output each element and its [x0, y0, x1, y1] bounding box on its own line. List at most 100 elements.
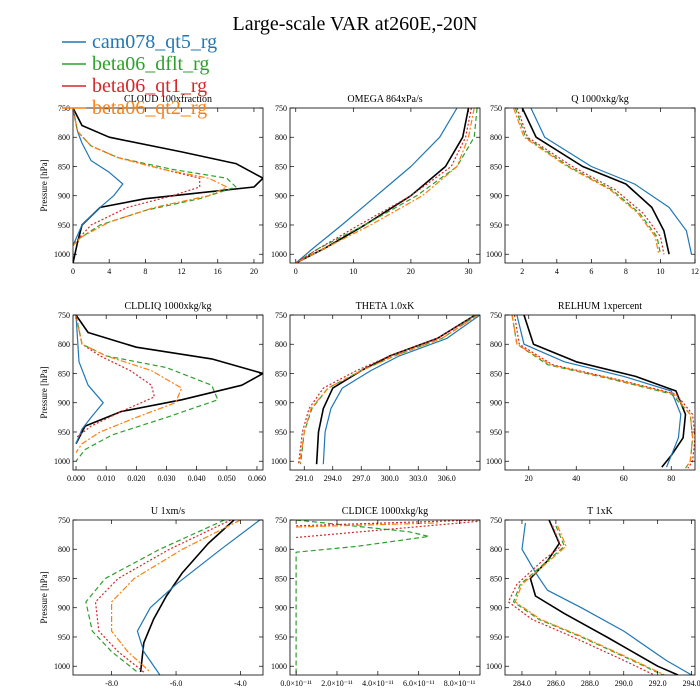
panel-1-ytick-label: 850 [275, 162, 287, 171]
panel-1-xtick-label: 20 [407, 267, 415, 276]
panel-2-title: Q 1000xkg/kg [571, 94, 629, 105]
panel-0-ytick-label: 800 [58, 133, 70, 142]
panel-8: 750 800 850 900 950 1000 284.0 286.0 288.0 290.0 2… [486, 506, 700, 688]
panel-2-xtick-label: 2 [520, 267, 524, 276]
panel-5-ytick-label: 750 [490, 311, 502, 320]
panel-1-series [295, 108, 478, 263]
panel-6-series-line-3 [94, 520, 232, 673]
panel-7: 750 800 850 900 950 1000 0.0×10⁻¹¹ 2.0×10⁻¹¹ 4.0… [271, 506, 481, 688]
panel-2-series-line-1 [530, 108, 693, 255]
panel-4-xtick-label: 294.0 [324, 474, 342, 483]
panel-8-series-line-3 [507, 525, 655, 675]
panel-1-series-line-3 [295, 108, 472, 263]
panel-0-series-line-4 [73, 108, 228, 246]
panel-2: 750 800 850 900 950 1000 2 4 6 8 10 12 Q 1000xkg/kg [486, 94, 699, 276]
panel-8-title: T 1xK [587, 506, 613, 517]
panel-4-series-line-1 [322, 315, 480, 465]
panel-4-xtick-label: 291.0 [295, 474, 313, 483]
panel-5-ytick-label: 950 [490, 428, 502, 437]
panel-0-frame [72, 107, 264, 264]
panel-3-xtick-label: 0.020 [127, 474, 145, 483]
panel-8-xtick-label: 290.0 [615, 679, 633, 688]
panel-0-xtick-label: 0 [71, 267, 75, 276]
panel-0-ytick-label: 850 [58, 162, 70, 171]
panel-2-ytick-label: 950 [490, 221, 502, 230]
panel-5-ytick-label: 850 [490, 369, 502, 378]
panel-6: 750 800 850 900 950 1000 -8.0 -6.0 -4.0 U 1xm/s Pr… [39, 506, 264, 688]
panel-4-xtick-label: 306.0 [438, 474, 456, 483]
panel-8-series-line-0 [529, 520, 679, 675]
panel-2-series-line-3 [516, 108, 665, 255]
panel-0-ytick-label: 950 [58, 221, 70, 230]
legend-entry-1: beta06_dflt_rg [92, 53, 209, 75]
panel-7-ytick-label: 950 [275, 633, 287, 642]
panel-1-xtick-label: 10 [349, 267, 357, 276]
panel-8-series-line-1 [521, 522, 692, 675]
panel-3-ytick-label: 900 [58, 399, 70, 408]
panel-8-xtick-label: 284.0 [513, 679, 531, 688]
panel-5-ytick-label: 900 [490, 399, 502, 408]
panel-2-ytick-label: 800 [490, 133, 502, 142]
panel-3-xtick-label: 0.060 [248, 474, 266, 483]
panel-4-series-line-4 [298, 315, 479, 465]
panel-6-series-line-4 [111, 520, 241, 673]
panel-6-xtick-label: -6.0 [170, 679, 183, 688]
panel-6-xtick-label: -8.0 [105, 679, 118, 688]
panel-0-ylabel: Pressure [hPa] [39, 159, 49, 211]
panel-2-ytick-label: 850 [490, 162, 502, 171]
panel-7-xtick-label: 4.0×10⁻¹¹ [362, 679, 394, 688]
panel-2-ytick-label: 900 [490, 192, 502, 201]
panel-1-ytick-label: 750 [275, 104, 287, 113]
panel-8-series-line-2 [512, 525, 664, 675]
panel-6-title: U 1xm/s [151, 506, 185, 517]
panel-8-series [507, 520, 692, 675]
panel-0-series-line-1 [73, 108, 124, 246]
panel-2-ytick-label: 750 [490, 104, 502, 113]
panel-2-series-line-2 [514, 108, 662, 255]
panel-1-series-line-4 [295, 108, 475, 263]
panel-5-series [511, 315, 695, 469]
panel-7-ytick-label: 850 [275, 574, 287, 583]
panel-8-ytick-label: 900 [490, 604, 502, 613]
panel-3-xtick-label: 0.040 [188, 474, 206, 483]
panel-8-ytick-label: 750 [490, 516, 502, 525]
panel-1-xtick-label: 30 [464, 267, 472, 276]
panel-0-series [73, 108, 263, 263]
panel-6-ytick-label: 800 [58, 545, 70, 554]
panel-6-xtick-label: -4.0 [234, 679, 247, 688]
panel-3-series-line-3 [75, 315, 155, 439]
panel-0-series-line-2 [73, 108, 237, 246]
panel-8-series-line-4 [514, 525, 665, 675]
panel-3-ytick-label: 800 [58, 340, 70, 349]
panel-3-series-line-4 [75, 315, 183, 453]
panel-0-xtick-label: 20 [250, 267, 258, 276]
panel-3-ytick-label: 950 [58, 428, 70, 437]
panel-7-title: CLDICE 1000xkg/kg [342, 506, 428, 517]
panel-7-xtick-label: 8.0×10⁻¹¹ [444, 679, 476, 688]
panel-7-series-line-0 [295, 520, 430, 675]
panel-6-ytick-label: 900 [58, 604, 70, 613]
panel-0-xtick-label: 16 [214, 267, 222, 276]
panel-4-xtick-label: 303.0 [409, 474, 427, 483]
panel-5: 750 800 850 900 950 1000 20 40 60 80 RELHUM 1xperc… [486, 301, 696, 483]
panel-3-ytick-label: 850 [58, 369, 70, 378]
panel-6-series-line-2 [85, 520, 225, 673]
legend: cam078_qt5_rgbeta06_dflt_rgbeta06_qt1_rg… [62, 31, 217, 119]
panel-7-series-line-2 [296, 520, 480, 539]
panel-4-ytick-label: 1000 [271, 457, 287, 466]
panel-4-xtick-label: 297.0 [352, 474, 370, 483]
legend-entry-2: beta06_qt1_rg [92, 75, 207, 97]
panel-5-xtick-label: 80 [667, 474, 675, 483]
panel-2-xtick-label: 8 [624, 267, 628, 276]
panel-4-ytick-label: 950 [275, 428, 287, 437]
panel-8-ytick-label: 800 [490, 545, 502, 554]
panel-8-ytick-label: 950 [490, 633, 502, 642]
panel-7-series [295, 520, 480, 675]
panel-2-xtick-label: 12 [691, 267, 699, 276]
panel-2-series-line-4 [513, 108, 660, 255]
panel-5-xtick-label: 20 [525, 474, 533, 483]
panel-4-ytick-label: 800 [275, 340, 287, 349]
panel-5-series-line-4 [511, 315, 694, 469]
panel-4: 750 800 850 900 950 1000 291.0 294.0 297.0 300.0 3… [271, 301, 481, 483]
